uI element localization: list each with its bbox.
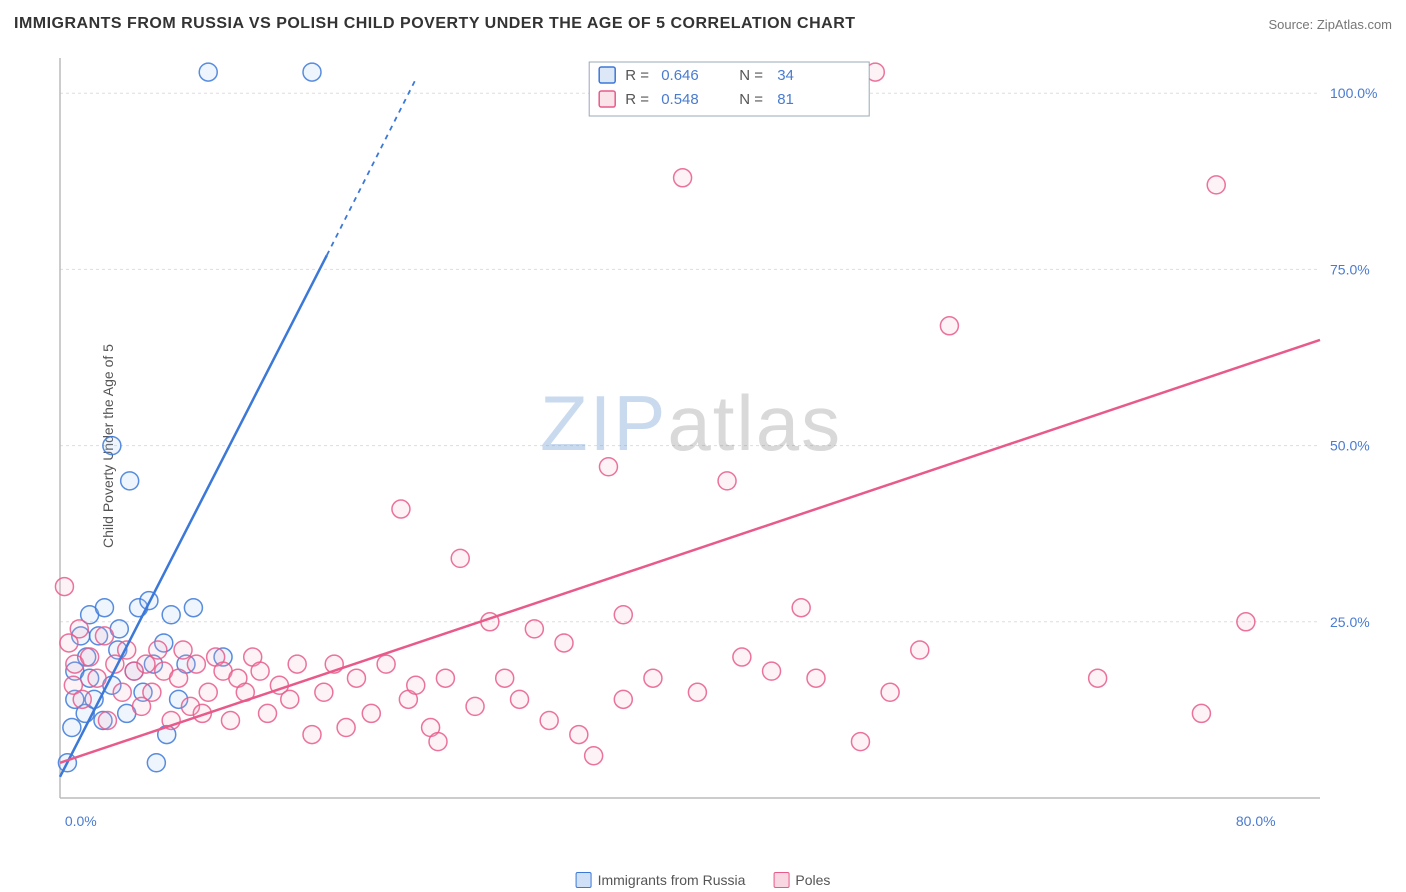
chart-svg: 25.0% 50.0% 75.0% 100.0% 0.0% 80.0% R = 0.646 N …	[50, 48, 1390, 838]
legend-swatch-russia	[576, 872, 592, 888]
svg-text:75.0%: 75.0%	[1330, 261, 1370, 277]
legend-label-russia: Immigrants from Russia	[598, 872, 746, 888]
svg-text:N =: N =	[739, 91, 763, 108]
scatter-plot: 25.0% 50.0% 75.0% 100.0% 0.0% 80.0% R = 0.646 N …	[50, 48, 1390, 838]
svg-text:R =: R =	[625, 91, 649, 108]
legend-bottom: Immigrants from Russia Poles	[576, 872, 831, 888]
svg-text:R =: R =	[625, 67, 649, 84]
legend-swatch-poles	[773, 872, 789, 888]
svg-text:0.0%: 0.0%	[65, 813, 97, 829]
legend-item-russia: Immigrants from Russia	[576, 872, 746, 888]
svg-text:80.0%: 80.0%	[1236, 813, 1276, 829]
source-label: Source: ZipAtlas.com	[1268, 17, 1392, 32]
svg-text:50.0%: 50.0%	[1330, 438, 1370, 454]
svg-text:0.646: 0.646	[661, 67, 699, 84]
svg-text:100.0%: 100.0%	[1330, 85, 1377, 101]
svg-text:N =: N =	[739, 67, 763, 84]
chart-title: IMMIGRANTS FROM RUSSIA VS POLISH CHILD P…	[14, 15, 856, 33]
svg-text:34: 34	[777, 67, 794, 84]
legend-item-poles: Poles	[773, 872, 830, 888]
svg-text:0.548: 0.548	[661, 91, 699, 108]
legend-label-poles: Poles	[795, 872, 830, 888]
svg-text:25.0%: 25.0%	[1330, 614, 1370, 630]
svg-text:81: 81	[777, 91, 794, 108]
